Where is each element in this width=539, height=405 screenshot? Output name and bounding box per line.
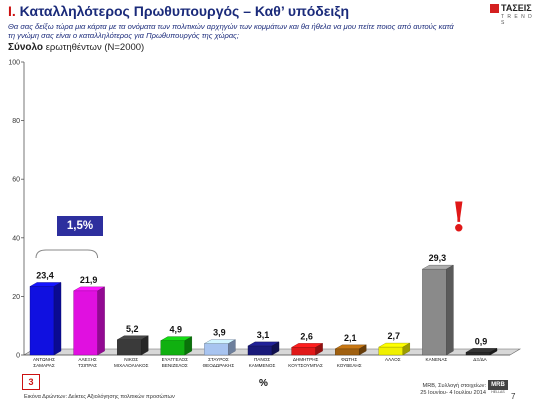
- data-label: 3,9: [213, 328, 226, 338]
- bar-side: [489, 348, 498, 356]
- title-text: Καταλληλότερος Πρωθυπουργός – Καθ’ υπόδε…: [19, 3, 350, 19]
- bar: [73, 290, 98, 356]
- bar: [160, 340, 186, 356]
- mrb-logo-sub: HELLAS: [491, 390, 505, 394]
- category-label: ΚΑΝΕΝΑΣ: [426, 357, 448, 362]
- bar: [116, 339, 142, 356]
- category-label: ΒΕΝΙΖΕΛΟΣ: [162, 363, 188, 368]
- footer-source-line2: 25 Ιουνίου- 4 Ιουλίου 2014: [420, 390, 486, 396]
- bar-side: [97, 286, 105, 356]
- bar: [335, 348, 360, 356]
- category-label: ΝΙΚΟΣ: [124, 357, 138, 362]
- y-tick-label: 40: [12, 235, 20, 242]
- data-label: 2,1: [344, 333, 357, 343]
- bar: [378, 346, 403, 356]
- data-label: 29,3: [429, 253, 447, 263]
- footer-caption: Εικόνα Δρώντων: Δείκτες Αξιολόγησης πολι…: [24, 394, 175, 400]
- bar-layer: [29, 264, 498, 356]
- bar-side: [184, 336, 193, 356]
- bar: [29, 286, 55, 356]
- footer-source: MRB, Συλλογή στοιχείων: 25 Ιουνίου- 4 Ιο…: [400, 383, 486, 397]
- category-label: ΔΞ/ΔΑ: [473, 357, 487, 362]
- data-label: 3,1: [257, 330, 270, 340]
- footer-source-line1: MRB, Συλλογή στοιχείων:: [422, 383, 486, 389]
- bar-side: [446, 264, 454, 356]
- category-label: ΤΣΙΠΡΑΣ: [78, 363, 97, 368]
- mrb-logo: MRB HELLAS: [488, 380, 508, 396]
- section-box-number: 3: [22, 374, 40, 390]
- page-number: 7: [511, 392, 516, 401]
- y-tick-label: 0: [16, 353, 20, 360]
- bar: [422, 268, 447, 356]
- category-label: ΣΤΑΥΡΟΣ: [208, 357, 229, 362]
- bar: [247, 345, 273, 356]
- base-rest: ερωτηθέντων (N=2000): [45, 42, 145, 53]
- category-label: ΦΩΤΗΣ: [341, 357, 357, 362]
- bar-side: [359, 344, 367, 356]
- bar-side: [271, 341, 280, 356]
- y-tick-label: 80: [12, 118, 20, 125]
- category-label: ΔΗΜΗΤΡΗΣ: [293, 357, 319, 362]
- tasis-logo: ΤΑΣΕΙΣ T R E N D S: [490, 3, 534, 27]
- data-label: 4,9: [170, 325, 183, 335]
- category-label: ΚΑΜΜΕΝΟΣ: [249, 363, 276, 368]
- y-tick-label: 60: [12, 177, 20, 184]
- category-label: ΜΙΧΑΛΟΛΙΑΚΟΣ: [114, 363, 149, 368]
- data-label: 5,2: [126, 324, 139, 334]
- bar: [465, 352, 491, 356]
- category-label: ΑΛΛΟΣ: [385, 357, 401, 362]
- survey-question: Θα σας δείξω τώρα μια κάρτα με τα ονόματ…: [8, 22, 454, 40]
- category-label: ΑΛΕΞΗΣ: [78, 357, 96, 362]
- category-label: ΣΑΜΑΡΑΣ: [33, 363, 55, 368]
- gap-bracket: [35, 249, 99, 259]
- mrb-logo-text: MRB: [488, 380, 508, 390]
- data-label: 21,9: [80, 275, 98, 285]
- bar-side: [53, 282, 62, 356]
- logo-sub: T R E N D S: [501, 14, 533, 26]
- base-lead: Σύνολο: [8, 42, 44, 53]
- category-label: ΠΑΝΟΣ: [254, 357, 270, 362]
- page-title: Ι. Καταλληλότερος Πρωθυπουργός – Καθ’ υπ…: [8, 3, 349, 19]
- section-number: Ι.: [8, 3, 16, 19]
- data-label: 2,6: [300, 331, 313, 341]
- bar-side: [228, 339, 236, 356]
- gap-callout: 1,5%: [57, 216, 103, 236]
- logo-square-icon: [490, 4, 499, 13]
- y-tick-label: 100: [8, 60, 20, 67]
- bar-side: [315, 343, 323, 356]
- bar: [204, 343, 229, 356]
- category-label: ΚΟΥΤΣΟΥΜΠΑΣ: [288, 363, 323, 368]
- logo-name: ΤΑΣΕΙΣ: [501, 3, 532, 13]
- category-label: ΘΕΟΔΩΡΑΚΗΣ: [203, 363, 235, 368]
- bar: [291, 347, 316, 356]
- exclamation-mark: !: [450, 194, 468, 241]
- y-tick-label: 20: [12, 294, 20, 301]
- bar-side: [402, 342, 410, 356]
- bar-side: [140, 335, 149, 356]
- data-label: 23,4: [36, 270, 54, 280]
- data-label: 0,9: [475, 336, 488, 346]
- data-label: 2,7: [388, 331, 401, 341]
- sample-base: Σύνολο ερωτηθέντων (N=2000): [8, 42, 144, 53]
- category-label: ΑΝΤΩΝΗΣ: [33, 357, 55, 362]
- category-label: ΕΥΑΓΓΕΛΟΣ: [162, 357, 189, 362]
- unit-label: %: [259, 378, 268, 389]
- category-label: ΚΟΥΒΕΛΗΣ: [337, 363, 362, 368]
